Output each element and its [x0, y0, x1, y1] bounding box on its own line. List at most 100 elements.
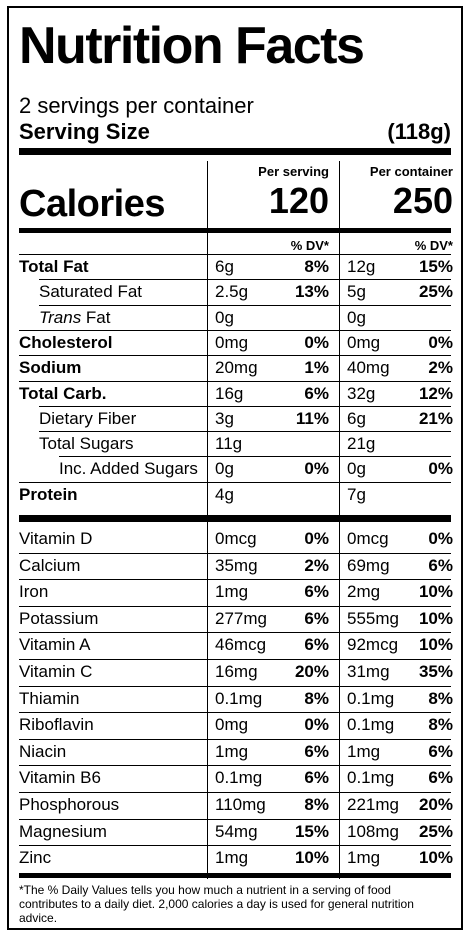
container-dv: 8%	[428, 715, 453, 735]
nutrient-name: Total Carb.	[19, 383, 107, 403]
serving-dv: 0%	[304, 529, 329, 548]
serving-amount: 0.1mg	[215, 768, 263, 788]
serving-amount: 0mcg	[215, 529, 257, 548]
table-row: Total Sugars 11g 21g	[19, 431, 451, 457]
container-amount: 1mg	[347, 741, 381, 761]
nutrient-name: Total Fat	[19, 257, 89, 276]
container-amount: 7g	[347, 484, 366, 504]
row-divider	[19, 481, 451, 483]
row-divider	[19, 818, 451, 820]
serving-dv: 6%	[304, 582, 329, 602]
row-divider	[39, 431, 451, 433]
nutrient-name: Dietary Fiber	[39, 408, 137, 428]
container-amount: 0g	[347, 459, 366, 479]
servings-per-container: 2 servings per container	[19, 93, 254, 118]
serving-dv: 15%	[294, 821, 329, 841]
table-row: Total Carb. 16g 6% 32g 12%	[19, 380, 453, 407]
serving-amount: 1mg	[215, 582, 249, 602]
serving-amount: 11g	[215, 434, 243, 454]
container-dv: 20%	[418, 795, 453, 814]
container-amount: 555mg	[347, 608, 399, 628]
nutrient-name: Magnesium	[19, 821, 107, 841]
serving-amount: 54mg	[215, 821, 258, 841]
row-divider	[39, 279, 451, 281]
nutrient-name: Trans Fat	[39, 308, 111, 328]
container-dv: 6%	[428, 741, 453, 761]
table-row: Trans Fat 0g 0g	[19, 304, 451, 331]
row-divider	[19, 765, 451, 767]
container-amount: 0mg	[347, 332, 381, 352]
container-dv: 10%	[418, 635, 453, 655]
container-amount: 12g	[347, 257, 376, 276]
serving-amount: 1mg	[215, 741, 249, 761]
container-dv: 6%	[428, 768, 453, 788]
table-row: Iron 1mg 6% 2mg 10%	[19, 579, 453, 605]
per-serving-header: Per serving	[258, 164, 329, 179]
table-row: Zinc 1mg 10% 1mg 10%	[19, 845, 453, 871]
nutrient-name: Saturated Fat	[39, 282, 143, 302]
serving-amount: 16g	[215, 383, 244, 403]
serving-dv: 8%	[304, 257, 329, 276]
table-row: Saturated Fat 2.5g 13% 5g 25%	[19, 279, 453, 305]
container-amount: 21g	[347, 434, 376, 454]
container-dv: 0%	[428, 459, 453, 479]
dv-header-serving: % DV*	[290, 238, 329, 253]
table-row: Dietary Fiber 3g 11% 6g 21%	[19, 405, 453, 432]
container-amount: 6g	[347, 408, 366, 428]
serving-amount: 0mg	[215, 715, 249, 735]
container-dv: 6%	[428, 555, 453, 575]
per-container-header: Per container	[369, 164, 453, 179]
serving-amount: 0g	[215, 307, 234, 327]
table-row: Cholesterol 0mg 0% 0mg 0%	[19, 329, 453, 356]
nutrition-facts-label: Nutrition Facts 2 servings per container…	[7, 6, 463, 930]
nutrient-name: Riboflavin	[19, 715, 94, 735]
serving-dv: 6%	[304, 608, 329, 628]
nutrient-name: Vitamin A	[19, 635, 91, 655]
serving-amount: 277mg	[215, 608, 267, 628]
container-dv: 21%	[418, 408, 453, 428]
nutrient-name: Thiamin	[19, 688, 80, 708]
serving-dv: 10%	[294, 848, 329, 868]
dv-header-container: % DV*	[414, 238, 453, 253]
container-dv: 0%	[428, 529, 453, 548]
calories-per-container: 250	[392, 180, 453, 221]
nutrient-name: Sodium	[19, 358, 82, 378]
row-divider	[19, 738, 451, 740]
nutrient-name: Vitamin C	[19, 662, 93, 681]
calories-label: Calories	[19, 183, 165, 225]
row-divider	[19, 579, 451, 581]
serving-dv: 11%	[295, 408, 329, 428]
nutrient-name: Iron	[19, 582, 49, 602]
serving-dv: 8%	[304, 688, 329, 708]
serving-dv: 6%	[304, 383, 329, 403]
table-row: Thiamin 0.1mg 8% 0.1mg 8%	[19, 685, 453, 712]
table-row: Sodium 20mg 1% 40mg 2%	[19, 355, 453, 381]
nutrient-name: Cholesterol	[19, 332, 113, 352]
serving-dv: 2%	[304, 555, 329, 575]
serving-dv: 1%	[304, 358, 329, 378]
serving-amount: 20mg	[215, 358, 258, 378]
row-divider	[19, 254, 451, 255]
serving-amount: 0.1mg	[215, 688, 263, 708]
container-dv: 8%	[428, 688, 453, 708]
row-divider	[19, 329, 451, 331]
serving-size-value: (118g)	[387, 119, 451, 144]
row-divider	[19, 605, 451, 607]
container-amount: 221mg	[347, 795, 399, 814]
table-row: Calcium 35mg 2% 69mg 6%	[19, 552, 453, 579]
serving-amount: 1mg	[215, 848, 249, 868]
serving-dv: 20%	[294, 662, 329, 681]
nutrient-name: Inc. Added Sugars	[59, 459, 198, 479]
container-dv: 12%	[418, 383, 453, 403]
container-amount: 108mg	[347, 821, 399, 841]
protein-divider	[19, 515, 451, 522]
nutrient-name: Vitamin D	[19, 529, 93, 548]
container-dv: 2%	[428, 358, 453, 378]
table-row: Vitamin A 46mcg 6% 92mcg 10%	[19, 632, 453, 658]
container-amount: 40mg	[347, 358, 390, 378]
table-row: Total Fat 6g 8% 12g 15%	[19, 254, 453, 280]
table-row: Vitamin D 0mcg 0% 0mcg 0%	[19, 526, 453, 552]
calories-per-serving: 120	[268, 180, 329, 221]
label-title: Nutrition Facts	[19, 17, 365, 75]
table-row: Potassium 277mg 6% 555mg 10%	[19, 605, 453, 632]
